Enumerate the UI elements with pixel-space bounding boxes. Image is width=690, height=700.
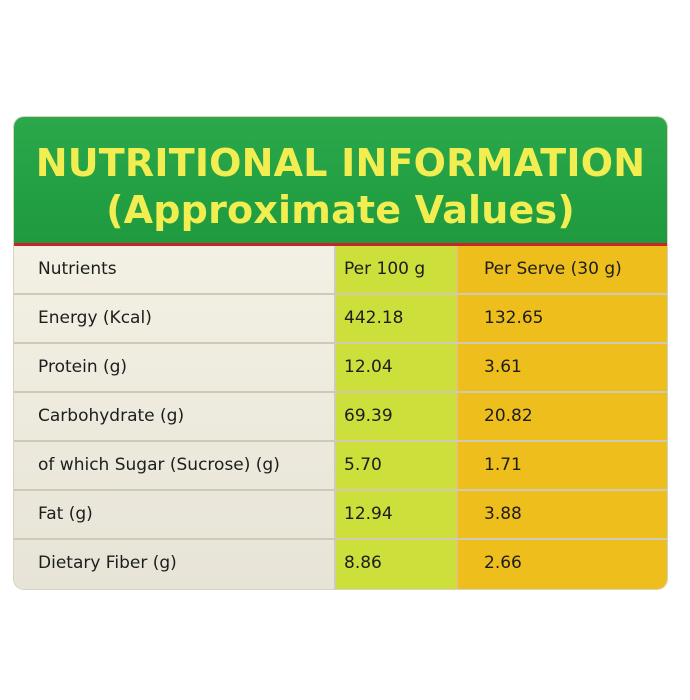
- value-per-serve: 3.61: [484, 357, 522, 377]
- table-row: of which Sugar (Sucrose) (g) 5.70 1.71: [14, 442, 667, 489]
- per-serve-column: [456, 246, 667, 589]
- table-row: Fat (g) 12.94 3.88: [14, 491, 667, 538]
- nutrient-name: Fat (g): [38, 504, 93, 524]
- per-100g-column: [334, 246, 458, 589]
- value-per-serve: 132.65: [484, 308, 544, 328]
- nutrient-name: Carbohydrate (g): [38, 406, 185, 426]
- row-divider: [14, 342, 667, 344]
- nutrition-label: NUTRITIONAL INFORMATION (Approximate Val…: [14, 117, 667, 589]
- value-per-100g: 8.86: [344, 553, 382, 573]
- table-row: Dietary Fiber (g) 8.86 2.66: [14, 540, 667, 587]
- column-header-per-100g: Per 100 g: [344, 259, 426, 279]
- table-row: Energy (Kcal) 442.18 132.65: [14, 295, 667, 342]
- value-per-100g: 5.70: [344, 455, 382, 475]
- nutrient-name: of which Sugar (Sucrose) (g): [38, 455, 280, 475]
- nutrient-name: Protein (g): [38, 357, 128, 377]
- nutrient-name: Dietary Fiber (g): [38, 553, 177, 573]
- value-per-100g: 12.94: [344, 504, 393, 524]
- row-divider: [14, 538, 667, 540]
- label-title: NUTRITIONAL INFORMATION: [35, 141, 646, 185]
- label-header: NUTRITIONAL INFORMATION (Approximate Val…: [14, 117, 667, 243]
- value-per-100g: 69.39: [344, 406, 393, 426]
- nutrient-name: Energy (Kcal): [38, 308, 152, 328]
- column-header-nutrients: Nutrients: [38, 259, 117, 279]
- value-per-100g: 442.18: [344, 308, 404, 328]
- table-header-row: Nutrients Per 100 g Per Serve (30 g): [14, 246, 667, 293]
- value-per-serve: 20.82: [484, 406, 533, 426]
- row-divider: [14, 489, 667, 491]
- value-per-serve: 1.71: [484, 455, 522, 475]
- value-per-100g: 12.04: [344, 357, 393, 377]
- value-per-serve: 3.88: [484, 504, 522, 524]
- nutrient-column: [14, 246, 334, 589]
- label-subtitle: (Approximate Values): [106, 188, 575, 232]
- table-row: Protein (g) 12.04 3.61: [14, 344, 667, 391]
- table-row: Carbohydrate (g) 69.39 20.82: [14, 393, 667, 440]
- row-divider: [14, 293, 667, 295]
- row-divider: [14, 391, 667, 393]
- nutrition-table: Nutrients Per 100 g Per Serve (30 g) Ene…: [14, 246, 667, 589]
- value-per-serve: 2.66: [484, 553, 522, 573]
- column-header-per-serve: Per Serve (30 g): [484, 259, 622, 279]
- row-divider: [14, 440, 667, 442]
- header-divider: [14, 243, 667, 246]
